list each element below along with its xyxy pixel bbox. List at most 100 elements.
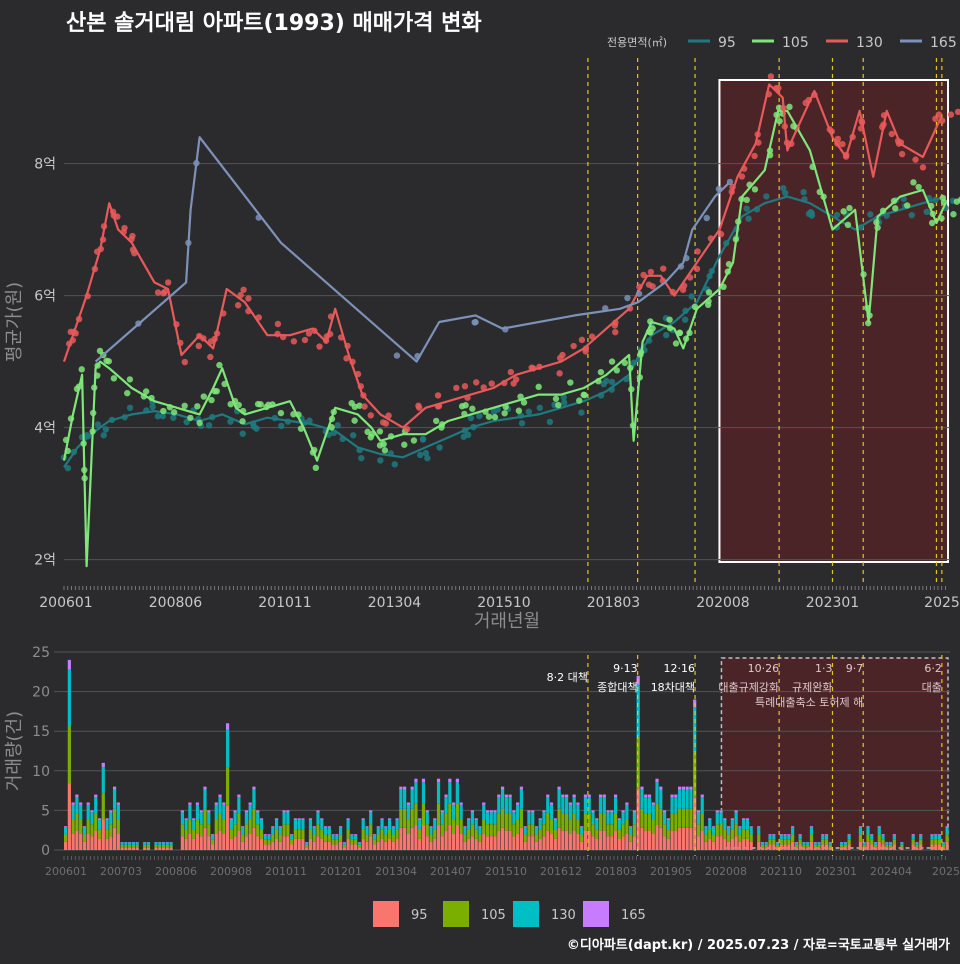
volume-bar-segment	[282, 812, 285, 824]
volume-bar-segment	[271, 835, 274, 842]
series-105-point	[910, 179, 916, 185]
volume-bar-segment	[874, 842, 877, 844]
series-130-point	[275, 321, 281, 327]
volume-bar-segment	[418, 829, 421, 839]
x-tick-label: 202301	[806, 595, 859, 611]
volume-bar-segment	[460, 805, 463, 819]
volume-bar-segment	[215, 805, 218, 819]
volume-bar-segment	[313, 842, 316, 850]
volume-bar-segment	[546, 814, 549, 831]
volume-bar-segment	[444, 795, 447, 798]
volume-bar-segment	[471, 824, 474, 836]
volume-bar-segment	[738, 835, 741, 842]
volume-bar-segment	[825, 835, 828, 840]
volume-bar-segment	[505, 795, 508, 798]
series-130-point	[899, 151, 905, 157]
volume-bar-segment	[313, 827, 316, 834]
volume-bar-segment	[746, 820, 749, 830]
volume-bar-segment	[787, 844, 790, 850]
volume-bar-segment	[185, 818, 188, 820]
volume-bar-segment	[369, 824, 372, 836]
volume-bar-segment	[866, 826, 869, 827]
volume-bar-segment	[207, 836, 210, 850]
legend-label-165: 165	[930, 35, 957, 51]
volume-bar-segment	[132, 847, 135, 850]
volume-bar-segment	[343, 847, 346, 850]
volume-bar-segment	[787, 840, 790, 845]
volume-bar-segment	[610, 836, 613, 850]
volume-bar-segment	[550, 833, 553, 850]
series-95-point	[206, 422, 212, 428]
volume-bar-segment	[124, 845, 127, 847]
volume-bar-segment	[682, 828, 685, 850]
volume-bar-segment	[282, 836, 285, 850]
volume-bar-segment	[200, 812, 203, 824]
volume-bar-segment	[527, 812, 530, 824]
series-165-point	[472, 319, 478, 325]
volume-bar-segment	[441, 812, 444, 824]
volume-bar-segment	[309, 820, 312, 830]
volume-bar-segment	[301, 829, 304, 839]
volume-bar-segment	[659, 828, 662, 850]
volume-bar-segment	[814, 845, 817, 847]
volume-bar-segment	[399, 787, 402, 790]
volume-bar-segment	[113, 809, 116, 828]
volume-bar-segment	[68, 726, 71, 783]
volume-bar-segment	[267, 840, 270, 845]
volume-bar-segment	[211, 844, 214, 850]
volume-bar-segment	[606, 810, 609, 812]
volume-bar-segment	[674, 831, 677, 850]
volume-bar-segment	[659, 809, 662, 828]
volume-bar-segment	[158, 847, 161, 850]
volume-bar-segment	[414, 804, 417, 825]
volume-bar-segment	[207, 812, 210, 824]
volume-bar-segment	[94, 795, 97, 798]
volume-bar-segment	[938, 840, 941, 845]
series-130-point	[920, 164, 926, 170]
volume-bar-segment	[542, 824, 545, 836]
volume-bar-segment	[75, 814, 78, 831]
volume-bar-segment	[305, 842, 308, 844]
volume-bar-segment	[516, 833, 519, 850]
series-105-point	[411, 437, 417, 443]
x-tick-label: 201510	[485, 865, 527, 878]
volume-bar-segment	[354, 844, 357, 850]
volume-bar-segment	[373, 834, 376, 835]
volume-bar-segment	[444, 797, 447, 814]
volume-bar-segment	[889, 842, 892, 844]
volume-bar-segment	[490, 812, 493, 824]
volume-bar-segment	[561, 797, 564, 814]
volume-bar-segment	[166, 847, 169, 850]
volume-bar-segment	[234, 824, 237, 836]
volume-bar-segment	[486, 836, 489, 850]
volume-bar-segment	[550, 805, 553, 819]
volume-bar-segment	[629, 826, 632, 827]
volume-bar-segment	[279, 826, 282, 827]
volume-bar-segment	[655, 804, 658, 825]
volume-bar-segment	[403, 787, 406, 790]
series-95-point	[909, 212, 915, 218]
series-130-point	[768, 73, 774, 79]
volume-bar-segment	[535, 827, 538, 834]
series-95-point	[127, 405, 133, 411]
volume-bar-segment	[105, 839, 108, 850]
series-105-point	[705, 302, 711, 308]
volume-bar-segment	[618, 829, 621, 839]
volume-bar-segment	[347, 820, 350, 830]
volume-bar-segment	[407, 819, 410, 833]
series-95-point	[663, 332, 669, 338]
volume-bar-segment	[437, 782, 440, 803]
volume-bar-segment	[704, 842, 707, 850]
volume-bar-segment	[757, 835, 760, 842]
volume-bar-segment	[539, 820, 542, 830]
volume-bar-segment	[237, 814, 240, 831]
event-label: 9·7	[846, 662, 864, 675]
series-130-point	[415, 403, 421, 409]
volume-bar-segment	[64, 835, 67, 842]
volume-bar-segment	[117, 802, 120, 804]
x-tick-label: 202301	[815, 865, 857, 878]
volume-bar-segment	[437, 804, 440, 825]
series-95-point	[417, 452, 423, 458]
chart-title: 산본 솔거대림 아파트(1993) 매매가격 변화	[66, 11, 482, 36]
volume-bar-segment	[72, 802, 75, 804]
